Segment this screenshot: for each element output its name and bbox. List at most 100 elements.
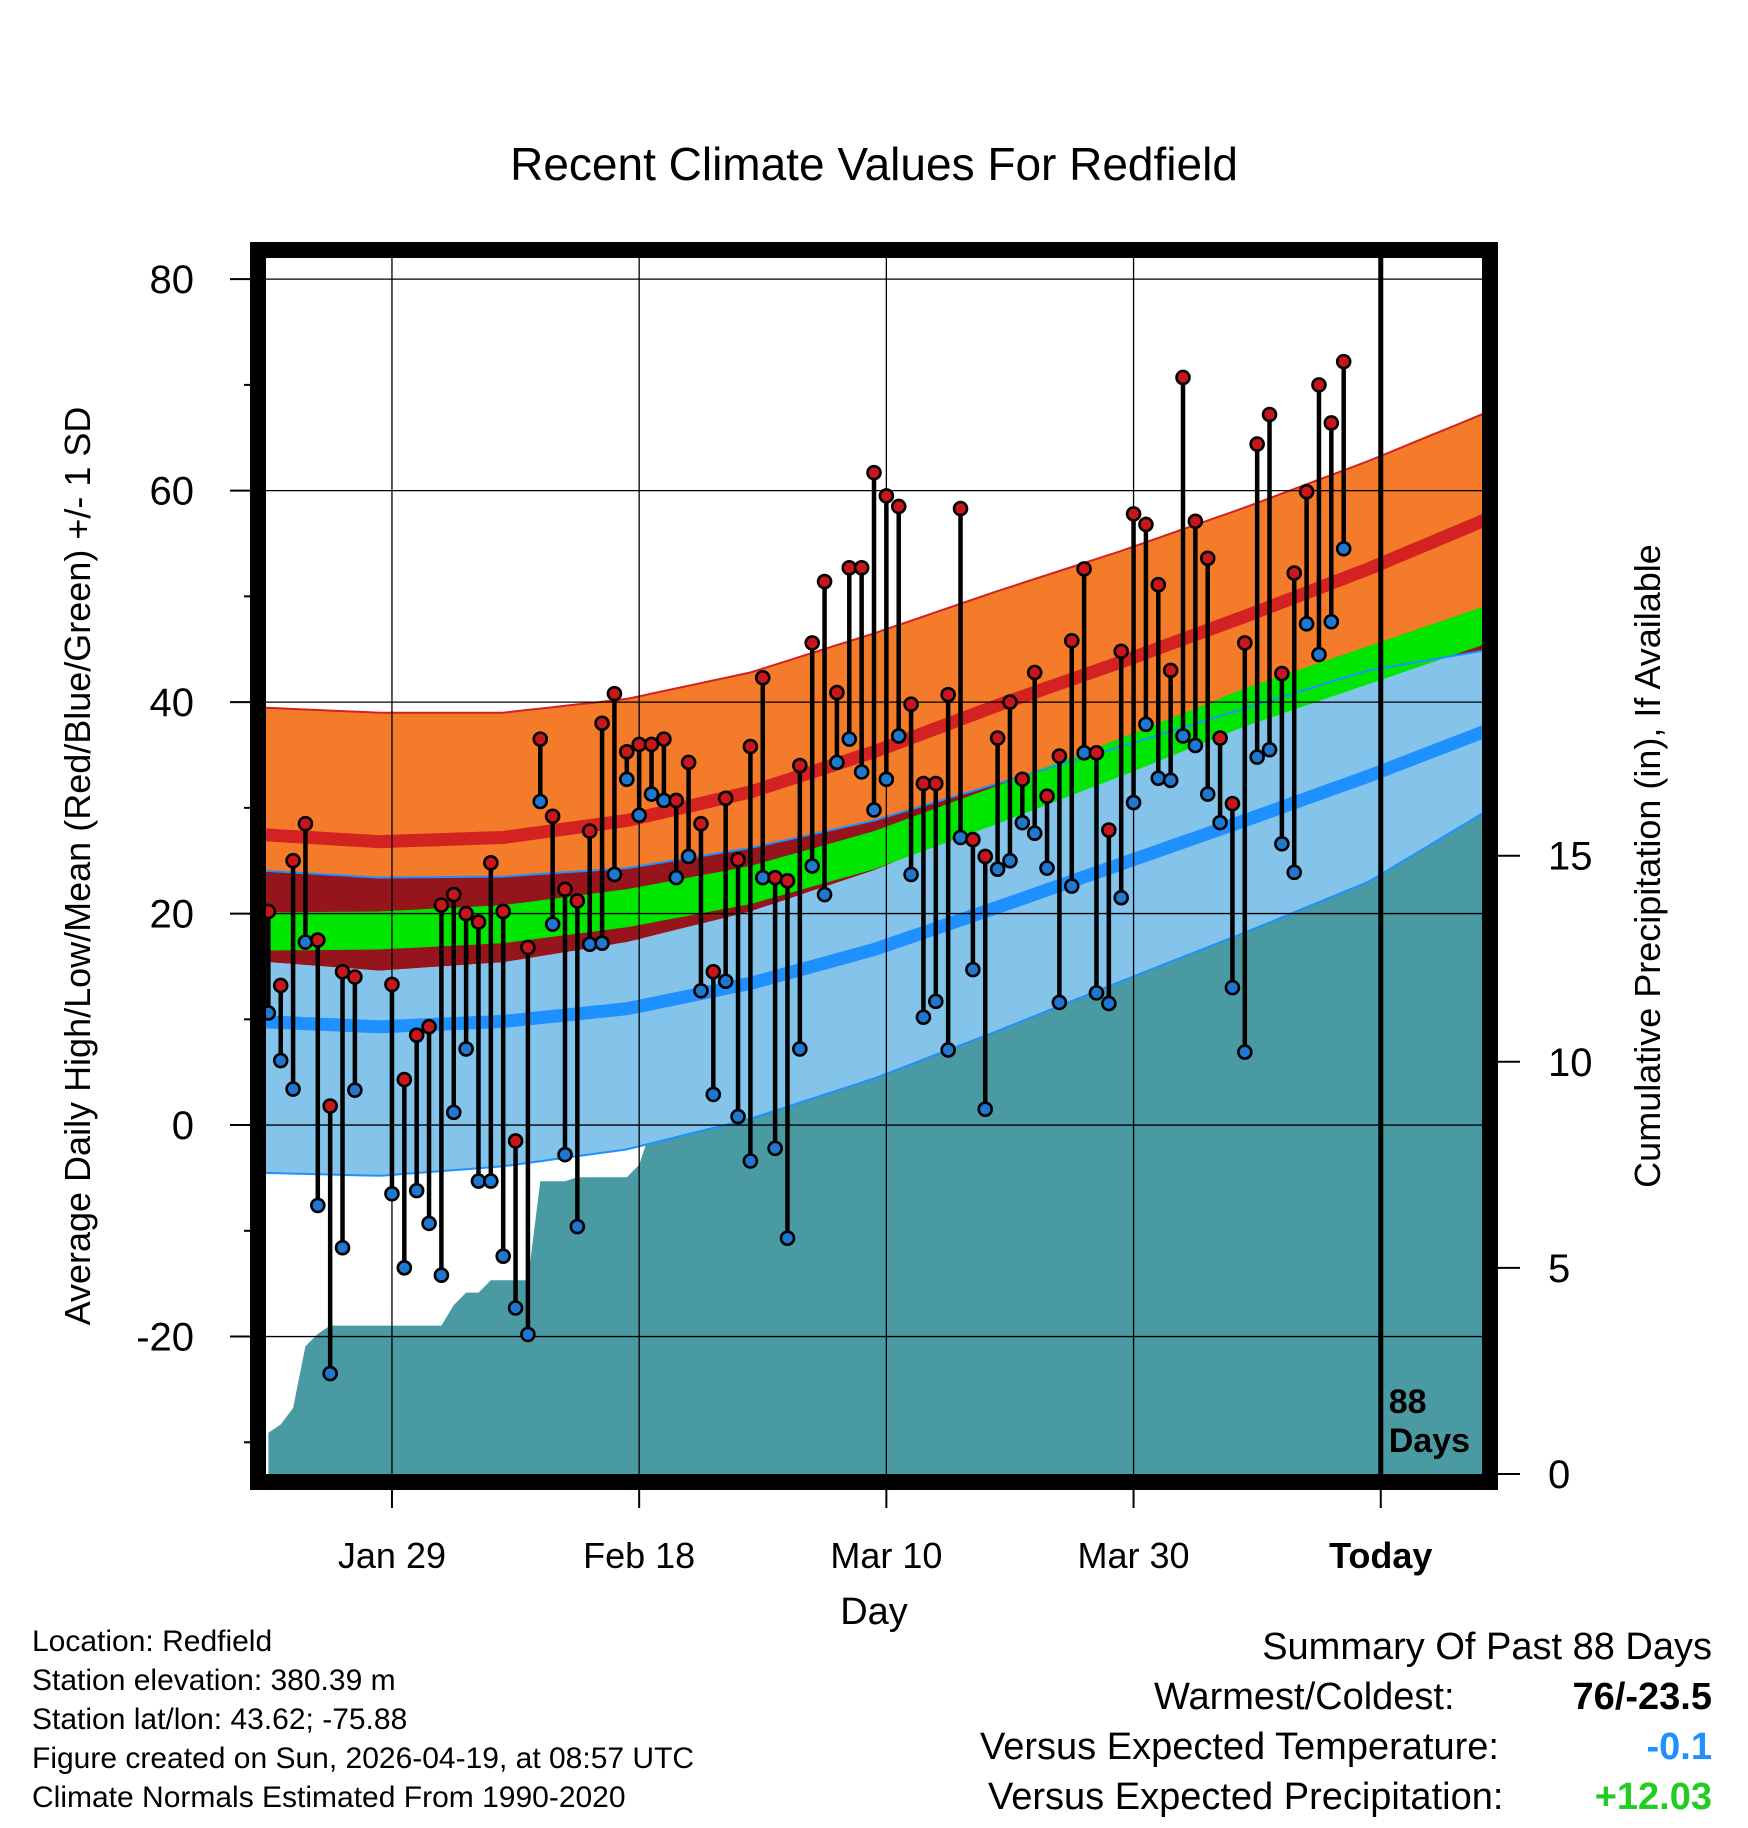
daily-low-point	[1101, 995, 1117, 1012]
daily-high-point	[285, 852, 301, 869]
daily-low-point	[792, 1041, 808, 1057]
daily-high-point	[841, 560, 858, 576]
today-days-count: 88	[1389, 1383, 1427, 1421]
daily-high-point	[557, 881, 573, 898]
daily-high-point	[693, 815, 709, 832]
daily-low-point	[705, 1086, 722, 1103]
daily-low-point	[1335, 540, 1352, 557]
daily-high-point	[829, 684, 845, 701]
daily-high-point	[668, 792, 685, 809]
daily-high-point	[309, 932, 326, 948]
daily-high-point	[1199, 550, 1216, 567]
daily-low-point	[816, 886, 833, 903]
daily-low-point	[668, 869, 685, 886]
warmest-coldest-row: Warmest/Coldest: 76/-23.5	[900, 1672, 1712, 1722]
daily-high-point	[569, 893, 586, 909]
daily-high-point	[915, 775, 932, 792]
daily-low-point	[767, 1140, 783, 1157]
mean-band	[266, 607, 1482, 951]
low-sd-lower-edge	[266, 812, 1482, 1177]
location-text: Location: Redfield	[32, 1625, 273, 1658]
daily-low-point	[594, 935, 610, 951]
daily-low-point	[470, 1173, 487, 1189]
daily-low-point	[730, 1108, 746, 1125]
daily-low-point	[1175, 728, 1191, 744]
daily-high-point	[495, 903, 512, 920]
precip-row: Versus Expected Precipitation: +12.03	[900, 1772, 1712, 1822]
daily-low-point	[1261, 741, 1278, 758]
daily-high-point	[705, 963, 722, 980]
elevation-text: Station elevation: 380.39 m	[32, 1664, 396, 1697]
x-tick-label: Today	[1329, 1535, 1432, 1576]
daily-low-point	[952, 829, 969, 846]
daily-high-point	[853, 560, 870, 576]
precip-value: +12.03	[1594, 1776, 1712, 1818]
daily-low-point	[618, 771, 635, 788]
daily-low-point	[1249, 749, 1265, 765]
daily-high-point	[618, 744, 635, 760]
daily-high-point	[680, 754, 697, 771]
daily-high-point	[804, 635, 821, 651]
daily-low-point	[965, 961, 981, 978]
daily-high-point	[631, 736, 647, 753]
daily-low-point	[1088, 985, 1105, 1001]
left-tick-label: 60	[150, 470, 195, 514]
daily-high-point	[754, 669, 771, 686]
daily-low-point	[569, 1218, 586, 1235]
daily-high-point	[408, 1027, 425, 1043]
x-tick-label: Jan 29	[338, 1535, 446, 1576]
daily-high-point	[792, 757, 808, 774]
daily-high-point	[1298, 483, 1315, 500]
daily-low-point	[557, 1146, 573, 1163]
station-info: Location: Redfield Station elevation: 38…	[32, 1622, 694, 1817]
daily-low-point	[829, 754, 845, 771]
daily-high-point	[421, 1018, 437, 1035]
daily-low-point	[1323, 613, 1340, 630]
daily-high-point	[532, 731, 549, 747]
daily-low-point	[1187, 737, 1204, 754]
daily-low-point	[1150, 770, 1167, 787]
daily-low-point	[396, 1260, 413, 1276]
daily-high-point	[1101, 822, 1117, 838]
daily-low-point	[1051, 994, 1068, 1011]
daily-high-point	[606, 685, 623, 702]
daily-high-point	[1162, 662, 1179, 679]
daily-high-point	[952, 500, 969, 517]
left-tick-label: 80	[150, 258, 195, 302]
daily-low-point	[309, 1197, 326, 1214]
daily-high-point	[1187, 513, 1204, 530]
daily-low-point	[779, 1230, 796, 1247]
daily-high-point	[470, 914, 487, 930]
daily-high-point	[322, 1098, 338, 1114]
daily-high-point	[742, 738, 759, 755]
temp-value: -0.1	[1646, 1726, 1712, 1768]
daily-low-point	[272, 1052, 289, 1069]
temp-label: Versus Expected Temperature:	[980, 1726, 1499, 1768]
daily-high-point	[594, 715, 610, 732]
daily-high-point	[433, 897, 450, 913]
daily-low-point	[915, 1009, 932, 1026]
left-tick-label: 20	[150, 893, 195, 937]
daily-high-point	[544, 808, 561, 825]
daily-low-point	[940, 1042, 956, 1058]
x-tick-label: Mar 10	[830, 1535, 942, 1576]
daily-low-point	[693, 982, 709, 999]
daily-low-point	[717, 973, 734, 990]
daily-low-point	[989, 861, 1006, 877]
daily-low-point	[384, 1185, 400, 1202]
daily-low-point	[643, 786, 660, 802]
daily-high-point	[1224, 795, 1241, 812]
daily-low-point	[606, 866, 623, 883]
daily-high-point	[1138, 516, 1154, 533]
daily-low-point	[285, 1081, 301, 1097]
daily-high-point	[1237, 635, 1253, 651]
daily-high-point	[717, 790, 734, 807]
daily-high-point	[1286, 565, 1303, 581]
chart-title: Recent Climate Values For Redfield	[510, 138, 1238, 190]
daily-high-point	[643, 736, 660, 753]
daily-low-point	[853, 764, 870, 780]
daily-low-point	[841, 731, 858, 747]
warmest-coldest-label: Warmest/Coldest:	[1154, 1676, 1455, 1718]
daily-low-point	[1212, 814, 1228, 831]
